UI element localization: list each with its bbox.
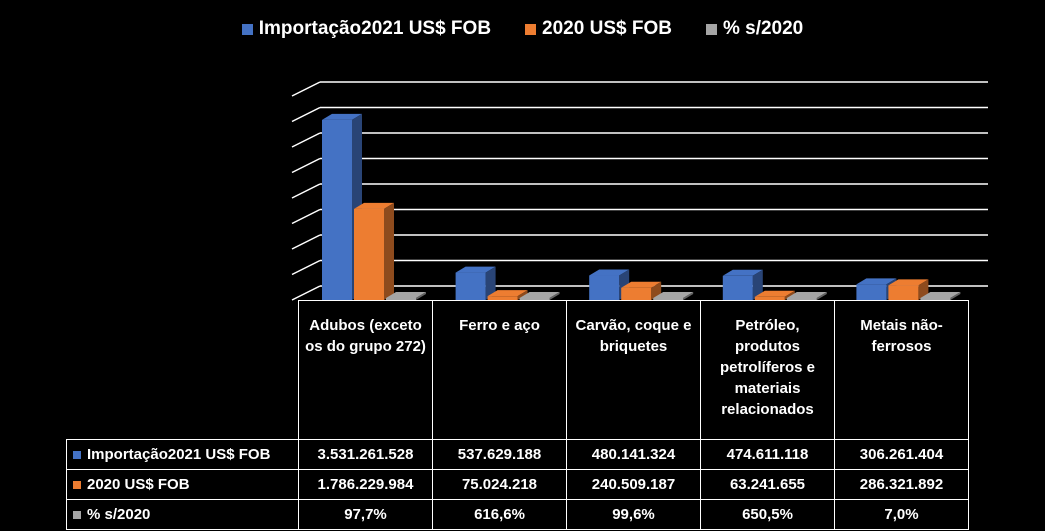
bar-side xyxy=(485,266,496,300)
bar-top xyxy=(920,292,961,298)
bar-side xyxy=(784,290,795,300)
table-cell: 3.531.261.528 xyxy=(298,439,433,470)
bar-side xyxy=(384,202,394,300)
bar-top xyxy=(653,292,694,298)
table-cell: 306.261.404 xyxy=(834,439,969,470)
bar xyxy=(455,272,486,300)
table-cell: 99,6% xyxy=(566,499,701,530)
bar-side xyxy=(416,292,426,300)
gridline-side xyxy=(291,81,321,97)
bar xyxy=(589,275,620,300)
bar-top xyxy=(386,292,426,298)
bar-side xyxy=(683,292,694,300)
legend-key-icon xyxy=(73,481,81,490)
table-cell: 537.629.188 xyxy=(432,439,567,470)
legend-key-icon xyxy=(73,451,81,460)
bar-side xyxy=(549,292,560,300)
table-cell: 286.321.892 xyxy=(834,469,969,500)
bar-side xyxy=(517,290,528,300)
bar xyxy=(487,296,518,300)
bar xyxy=(354,208,384,300)
table-cell: 75.024.218 xyxy=(432,469,567,500)
bar xyxy=(888,285,919,300)
bar-top xyxy=(519,292,560,298)
gridline-side xyxy=(291,106,321,123)
data-table-row-pct: % s/2020 97,7% 616,6% 99,6% 650,5% 7,0% xyxy=(66,499,969,530)
gridline-side xyxy=(291,208,321,225)
bar xyxy=(856,284,887,300)
bar-top xyxy=(888,279,929,286)
legend-key-icon xyxy=(73,511,81,520)
bar-top xyxy=(589,269,630,276)
legend-item-2020: 2020 US$ FOB xyxy=(525,18,672,40)
table-cell: 474.611.118 xyxy=(700,439,835,470)
bar xyxy=(722,275,753,300)
data-table-category-row: Adubos (exceto os do grupo 272) Ferro e … xyxy=(67,300,969,440)
table-cell: 240.509.187 xyxy=(566,469,701,500)
bar-top xyxy=(621,281,662,288)
category-label: Carvão, coque e briquetes xyxy=(566,300,701,440)
bar xyxy=(754,296,785,300)
row-key-2020: 2020 US$ FOB xyxy=(66,469,299,500)
table-cell: 97,7% xyxy=(298,499,433,530)
legend-swatch-2020 xyxy=(525,23,537,35)
category-label: Ferro e aço xyxy=(432,300,567,440)
bar xyxy=(386,298,416,300)
table-cell: 650,5% xyxy=(700,499,835,530)
row-key-2021: Importação2021 US$ FOB xyxy=(66,439,299,470)
table-cell: 480.141.324 xyxy=(566,439,701,470)
legend-item-2021: Importação2021 US$ FOB xyxy=(241,18,492,40)
gridline-side xyxy=(291,259,321,276)
legend-label-2021: Importação2021 US$ FOB xyxy=(258,18,492,39)
data-table-row-2020: 2020 US$ FOB 1.786.229.984 75.024.218 24… xyxy=(66,469,969,500)
gridline-side xyxy=(291,157,321,174)
legend: Importação2021 US$ FOB 2020 US$ FOB % s/… xyxy=(0,18,1045,40)
table-cell: 63.241.655 xyxy=(700,469,835,500)
bar xyxy=(786,298,817,300)
row-key-label: % s/2020 xyxy=(87,506,151,523)
table-cell: 7,0% xyxy=(834,499,969,530)
bar-top xyxy=(487,290,528,297)
bar-top xyxy=(754,290,795,297)
category-label: Adubos (exceto os do grupo 272) xyxy=(298,300,433,440)
gridline-side xyxy=(291,234,321,250)
bar-top xyxy=(322,113,362,120)
gridline-side xyxy=(291,285,321,301)
bar xyxy=(621,287,652,300)
bar-side xyxy=(752,269,763,300)
bar xyxy=(653,298,684,300)
bar-top xyxy=(786,292,827,298)
row-key-label: 2020 US$ FOB xyxy=(87,476,190,493)
row-key-label: Importação2021 US$ FOB xyxy=(87,446,271,463)
row-key-pct: % s/2020 xyxy=(66,499,299,530)
bar-top xyxy=(856,278,897,285)
bar-top xyxy=(722,269,763,276)
legend-item-pct: % s/2020 xyxy=(705,18,804,40)
legend-label-pct: % s/2020 xyxy=(722,18,804,39)
category-label: Metais não-ferrosos xyxy=(834,300,969,440)
bar-side xyxy=(950,292,961,300)
bar-top xyxy=(354,202,394,209)
bar xyxy=(519,298,550,300)
gridline-side xyxy=(291,183,321,199)
legend-swatch-pct xyxy=(705,23,717,35)
table-cell: 1.786.229.984 xyxy=(298,469,433,500)
bar-top xyxy=(455,266,496,273)
table-cell: 616,6% xyxy=(432,499,567,530)
data-table-row-2021: Importação2021 US$ FOB 3.531.261.528 537… xyxy=(66,439,969,470)
bar xyxy=(920,298,951,300)
legend-swatch-2021 xyxy=(241,23,253,35)
data-table: Adubos (exceto os do grupo 272) Ferro e … xyxy=(66,300,969,530)
data-table-corner xyxy=(67,301,299,440)
gridline-side xyxy=(291,132,321,148)
bar xyxy=(322,119,352,300)
category-label: Petróleo, produtos petrolíferos e materi… xyxy=(700,300,835,440)
bar-side xyxy=(816,292,827,300)
legend-label-2020: 2020 US$ FOB xyxy=(542,18,672,39)
